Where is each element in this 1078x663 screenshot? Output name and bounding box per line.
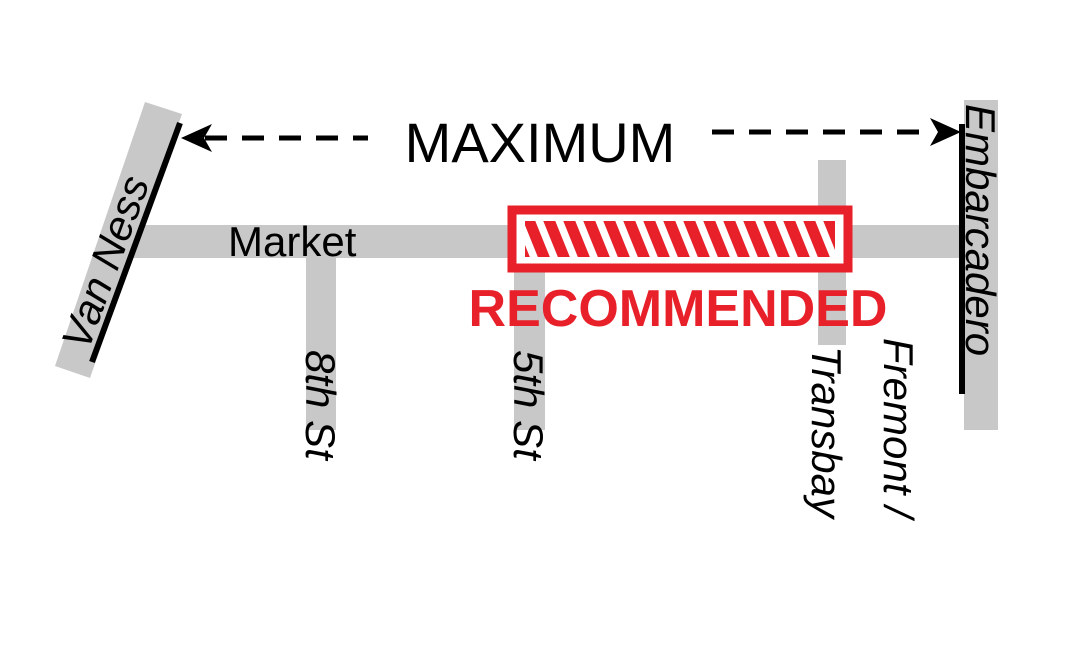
van-ness-street <box>55 102 182 378</box>
arrowhead-left-icon <box>181 124 212 152</box>
recommended-hatch <box>525 221 835 257</box>
market-label: Market <box>228 218 357 265</box>
arrowhead-right-icon <box>930 118 961 146</box>
recommended-label: RECOMMENDED <box>469 280 888 338</box>
van-ness-endpoint-bar <box>89 121 183 364</box>
van-ness-label: Van Ness <box>52 169 158 355</box>
eighth-st-label: 8th St <box>297 350 344 462</box>
maximum-arrow <box>181 118 961 152</box>
embarcadero-street <box>964 100 998 430</box>
fremont-label: Fremont / <box>875 338 922 522</box>
fifth-st-label: 5th St <box>505 350 552 462</box>
embarcadero-label: Embarcadero <box>957 104 1004 356</box>
maximum-label: MAXIMUM <box>405 111 676 174</box>
eighth-street <box>306 225 336 430</box>
transbay-label: Transbay <box>803 346 850 521</box>
